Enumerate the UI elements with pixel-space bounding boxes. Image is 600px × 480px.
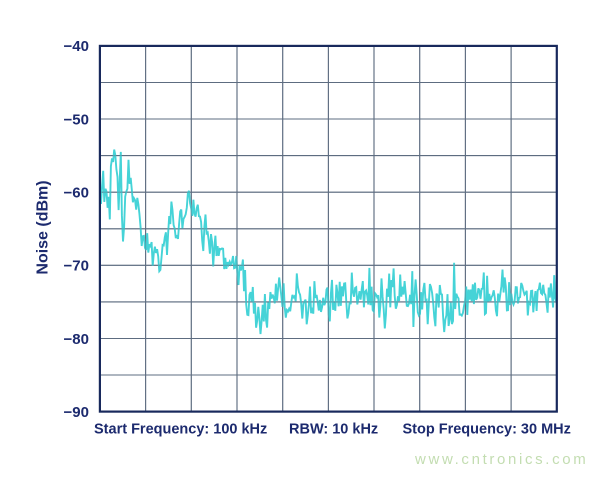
- svg-text:www.cntronics.com: www.cntronics.com: [414, 451, 588, 468]
- svg-text:−70: −70: [64, 258, 89, 275]
- svg-text:−50: −50: [64, 111, 89, 128]
- svg-text:Stop Frequency: 30 MHz: Stop Frequency: 30 MHz: [403, 422, 571, 438]
- svg-text:−40: −40: [64, 38, 89, 55]
- svg-text:−90: −90: [64, 404, 89, 421]
- svg-text:−60: −60: [64, 185, 89, 202]
- svg-text:Start Frequency: 100 kHz: Start Frequency: 100 kHz: [94, 422, 267, 438]
- svg-text:−80: −80: [64, 331, 89, 348]
- svg-text:Noise (dBm): Noise (dBm): [35, 180, 52, 274]
- svg-text:RBW: 10 kHz: RBW: 10 kHz: [289, 422, 378, 438]
